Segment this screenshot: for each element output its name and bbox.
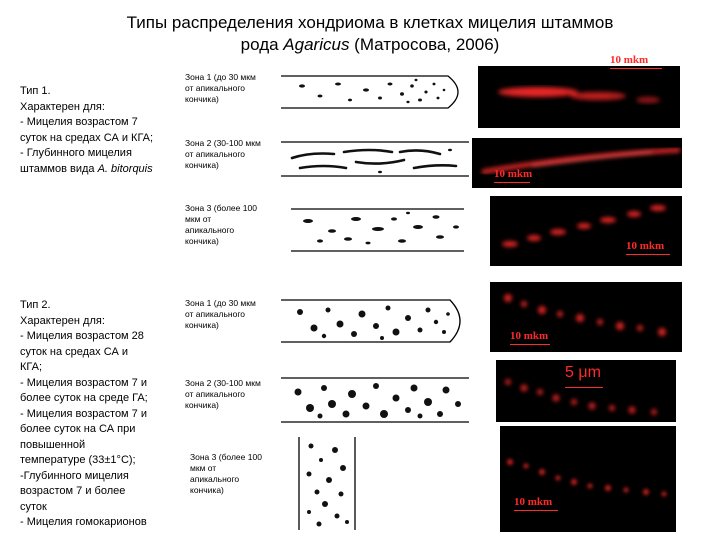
t1-zone3-hypha-sketch xyxy=(291,208,464,252)
title-line-1: Типы распределения хондриома в клетках м… xyxy=(126,13,614,32)
title-line-2: рода Agaricus (Матросова, 2006) xyxy=(240,35,500,54)
scale-bar-4: 10 mkm xyxy=(510,330,550,345)
t1-zone1-label: Зона 1 (до 30 мкм от апикального кончика… xyxy=(185,72,256,104)
micrograph-t1-zone1 xyxy=(478,66,680,128)
scale-bar-6: 10 mkm xyxy=(514,496,558,511)
t1-zone2-hypha-sketch xyxy=(281,141,469,177)
micrograph-t2-zone1 xyxy=(490,282,682,352)
scale-bar-4-line xyxy=(510,344,550,345)
scale-bar-2: 10 mkm xyxy=(494,168,532,183)
t2-zone3-hypha-sketch xyxy=(298,437,356,530)
micrograph-t2-zone2 xyxy=(496,360,676,422)
micrograph-t2-zone3 xyxy=(500,426,676,532)
t1-zone2-label: Зона 2 (30-100 мкм от апикального кончик… xyxy=(185,138,261,170)
t2-zone1-label: Зона 1 (до 30 мкм от апикального кончика… xyxy=(185,298,256,330)
micrograph-t1-zone3 xyxy=(490,196,682,266)
scale-bar-3: 10 mkm xyxy=(626,240,670,255)
type2-description: Тип 2. Характерен для: - Мицелия возраст… xyxy=(20,299,148,528)
scale-bar-6-line xyxy=(514,510,558,511)
scale-bar-1: 10 mkm xyxy=(610,54,662,69)
scale-bar-3-line xyxy=(626,254,670,255)
t2-zone2-hypha-sketch xyxy=(281,377,469,423)
t2-zone1-hypha-sketch xyxy=(281,299,461,343)
micrograph-t1-zone2 xyxy=(472,138,682,188)
scale-bar-5: 5 μm xyxy=(565,364,603,388)
t2-zone3-label: Зона 3 (более 100 мкм от апикального кон… xyxy=(190,452,262,495)
scale-bar-1-line xyxy=(610,68,662,69)
t1-zone3-label: Зона 3 (более 100 мкм от апикального кон… xyxy=(185,203,257,246)
type1-description: Тип 1. Характерен для: - Мицелия возраст… xyxy=(20,85,154,175)
t1-zone1-hypha-sketch xyxy=(281,75,459,109)
scale-bar-2-line xyxy=(494,182,530,183)
scale-bar-5-line xyxy=(565,387,603,388)
t2-zone2-label: Зона 2 (30-100 мкм от апикального кончик… xyxy=(185,378,261,410)
page-title: Типы распределения хондриома в клетках м… xyxy=(60,12,680,56)
